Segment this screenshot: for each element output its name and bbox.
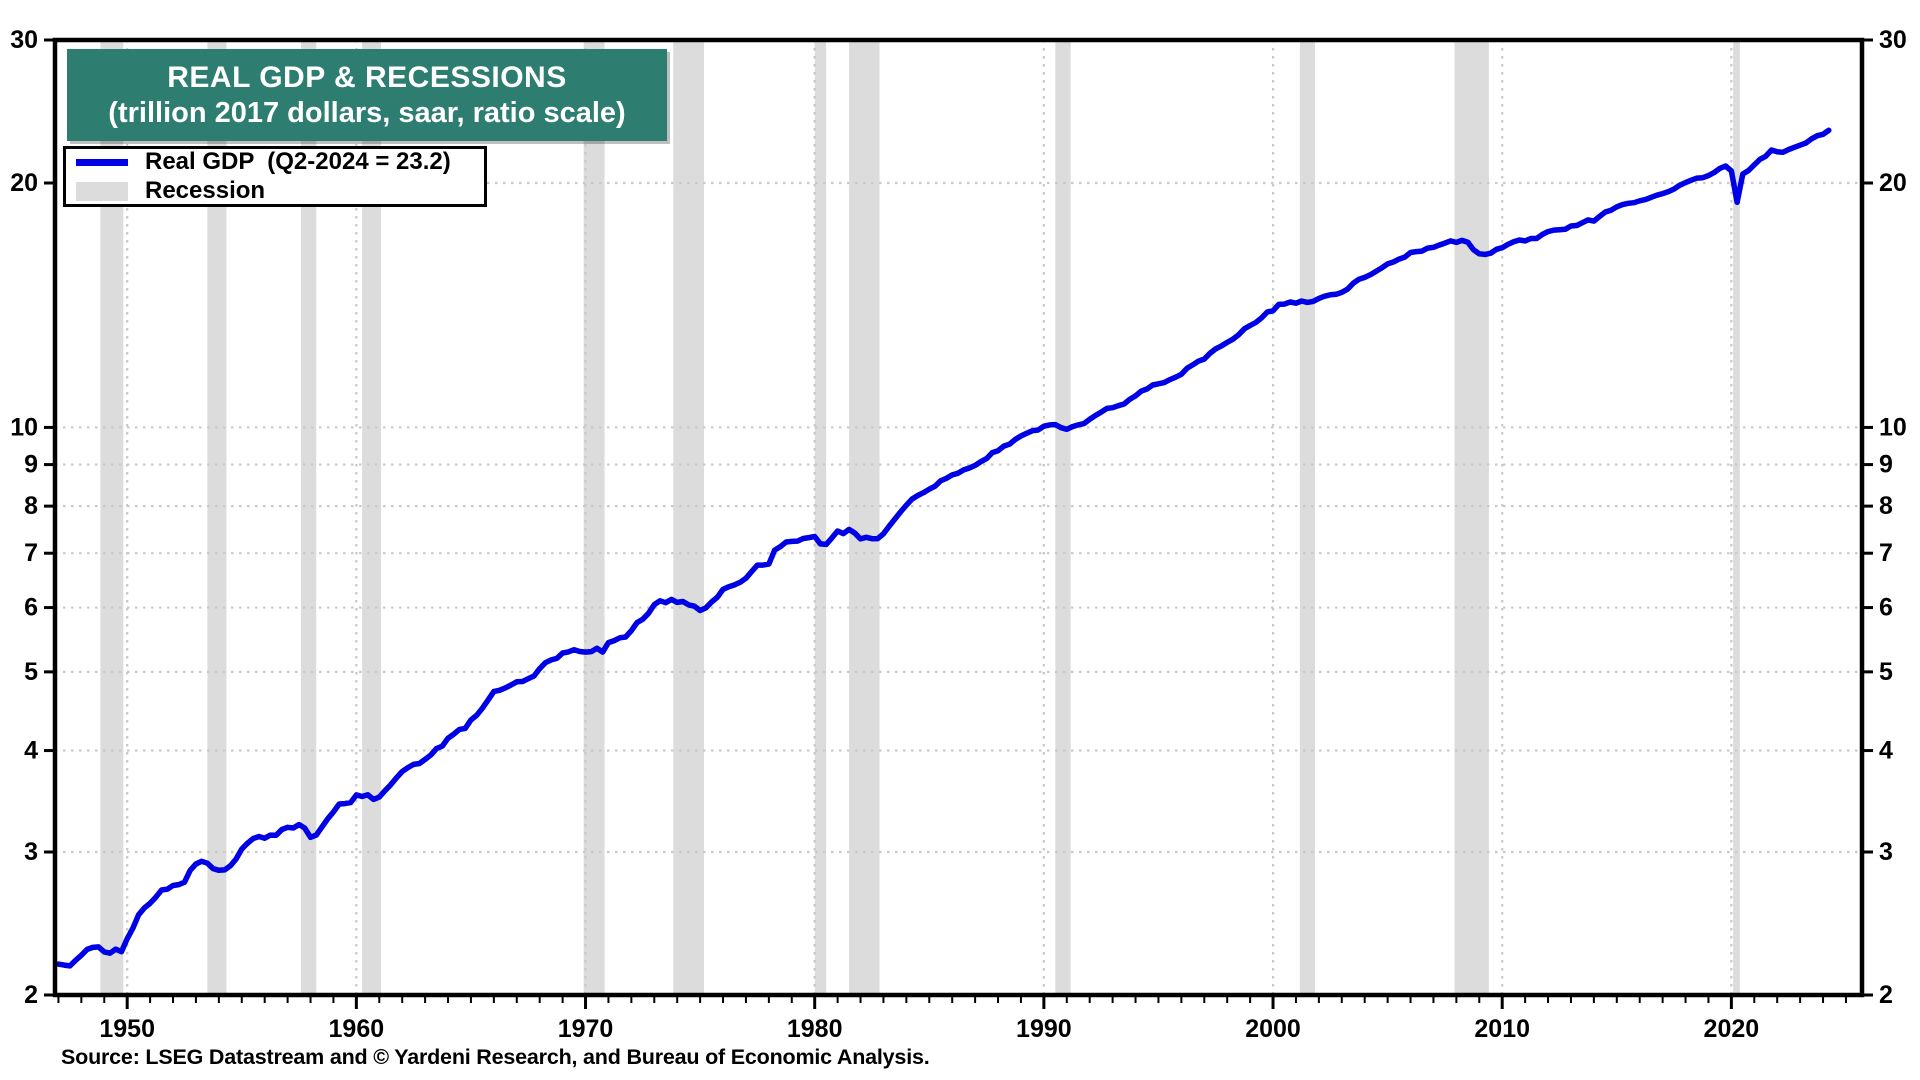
recession-band [100, 40, 124, 995]
y-axis-label-right: 8 [1879, 492, 1893, 520]
recession-band [849, 40, 880, 995]
y-axis-label-left: 8 [24, 492, 38, 520]
y-axis-label-left: 6 [24, 594, 38, 622]
real-gdp-line [55, 127, 1832, 969]
x-axis-label: 1970 [558, 1015, 614, 1043]
y-axis-label-left: 5 [24, 658, 38, 686]
recession-band [300, 40, 317, 995]
recession-band [1733, 40, 1740, 995]
recession-band [1055, 40, 1071, 995]
recession-swatch [76, 181, 128, 201]
plot-border [52, 37, 1865, 998]
source-note: Source: LSEG Datastream and © Yardeni Re… [61, 1045, 930, 1069]
y-axis-label-right: 5 [1879, 658, 1893, 686]
x-axis-label: 1980 [787, 1015, 843, 1043]
y-axis-label-left: 3 [24, 838, 38, 866]
y-axis-label-right: 2 [1879, 981, 1893, 1009]
legend-item-real-gdp: Real GDP (Q2-2024 = 23.2) [66, 148, 484, 176]
y-axis-label-right: 30 [1879, 26, 1907, 54]
y-axis-label-right: 7 [1879, 539, 1893, 567]
chart-title: REAL GDP & RECESSIONS [167, 61, 567, 94]
legend-box: Real GDP (Q2-2024 = 23.2) Recession [63, 146, 487, 207]
y-axis-label-left: 30 [10, 26, 38, 54]
y-axis-label-left: 20 [10, 169, 38, 197]
y-axis-label-right: 4 [1879, 737, 1893, 765]
x-axis-label: 2010 [1474, 1015, 1530, 1043]
legend-label-real-gdp: Real GDP (Q2-2024 = 23.2) [145, 148, 451, 175]
legend-item-recession: Recession [66, 177, 484, 205]
x-axis-label: 2020 [1704, 1015, 1760, 1043]
x-axis-label: 1990 [1016, 1015, 1072, 1043]
y-axis-label-left: 2 [24, 981, 38, 1009]
x-axis-label: 1960 [329, 1015, 385, 1043]
real-gdp-line-swatch [76, 158, 128, 166]
y-axis-label-right: 6 [1879, 594, 1893, 622]
y-axis-label-left: 10 [10, 413, 38, 441]
y-axis-label-left: 9 [24, 451, 38, 479]
x-axis-label: 2000 [1245, 1015, 1301, 1043]
chart-title-box: REAL GDP & RECESSIONS (trillion 2017 dol… [67, 49, 667, 141]
recession-band [673, 40, 705, 995]
y-axis-label-left: 4 [24, 737, 38, 765]
y-axis-label-right: 20 [1879, 169, 1907, 197]
recession-band [207, 40, 227, 995]
chart-subtitle: (trillion 2017 dollars, saar, ratio scal… [108, 97, 626, 129]
y-axis-label-right: 3 [1879, 838, 1893, 866]
legend-label-recession: Recession [145, 177, 266, 204]
recession-band [583, 40, 605, 995]
y-axis-label-right: 9 [1879, 451, 1893, 479]
recession-band [1299, 40, 1315, 995]
recession-band [362, 40, 382, 995]
x-axis-label: 1950 [99, 1015, 155, 1043]
recession-band [814, 40, 827, 995]
y-axis-label-left: 7 [24, 539, 38, 567]
recession-band [1454, 40, 1489, 995]
y-axis-label-right: 10 [1879, 413, 1907, 441]
